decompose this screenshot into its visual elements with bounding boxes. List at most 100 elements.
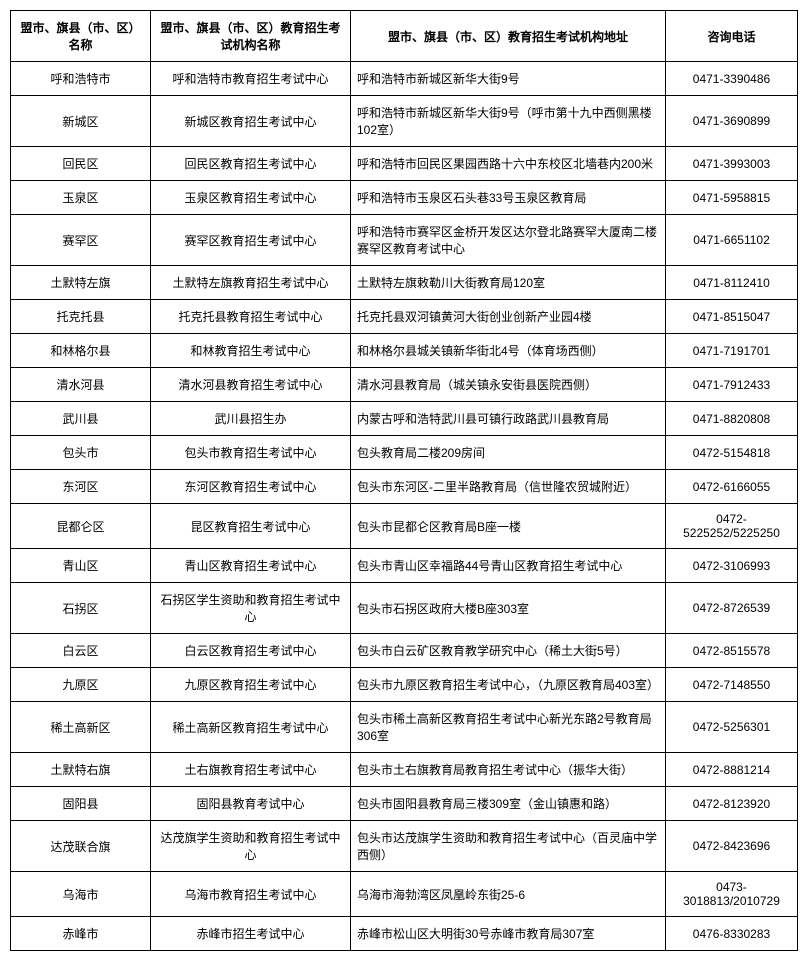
table-cell: 回民区 (11, 147, 151, 181)
table-cell: 0471-7912433 (666, 368, 798, 402)
table-row: 托克托县托克托县教育招生考试中心托克托县双河镇黄河大街创业创新产业园4楼0471… (11, 300, 798, 334)
table-cell: 0471-5958815 (666, 181, 798, 215)
table-row: 清水河县清水河县教育招生考试中心清水河县教育局（城关镇永安街县医院西侧）0471… (11, 368, 798, 402)
table-cell: 0472-5225252/5225250 (666, 504, 798, 549)
table-cell: 0472-3106993 (666, 549, 798, 583)
table-cell: 包头市稀土高新区教育招生考试中心新光东路2号教育局306室 (351, 702, 666, 753)
table-cell: 0472-8423696 (666, 821, 798, 872)
table-cell: 白云区 (11, 634, 151, 668)
col-header-phone: 咨询电话 (666, 11, 798, 62)
table-row: 赛罕区赛罕区教育招生考试中心呼和浩特市赛罕区金桥开发区达尔登北路赛罕大厦南二楼赛… (11, 215, 798, 266)
table-row: 东河区东河区教育招生考试中心包头市东河区-二里半路教育局（信世隆农贸城附近）04… (11, 470, 798, 504)
table-cell: 土默特左旗教育招生考试中心 (151, 266, 351, 300)
table-cell: 0472-5256301 (666, 702, 798, 753)
table-cell: 包头市土右旗教育局教育招生考试中心（振华大街） (351, 753, 666, 787)
table-row: 青山区青山区教育招生考试中心包头市青山区幸福路44号青山区教育招生考试中心047… (11, 549, 798, 583)
table-cell: 赛罕区教育招生考试中心 (151, 215, 351, 266)
table-cell: 0472-8726539 (666, 583, 798, 634)
table-cell: 内蒙古呼和浩特武川县可镇行政路武川县教育局 (351, 402, 666, 436)
table-cell: 和林教育招生考试中心 (151, 334, 351, 368)
table-cell: 0476-8330283 (666, 917, 798, 951)
table-cell: 呼和浩特市赛罕区金桥开发区达尔登北路赛罕大厦南二楼赛罕区教育考试中心 (351, 215, 666, 266)
table-cell: 包头市固阳县教育局三楼309室（金山镇惠和路） (351, 787, 666, 821)
table-row: 玉泉区玉泉区教育招生考试中心呼和浩特市玉泉区石头巷33号玉泉区教育局0471-5… (11, 181, 798, 215)
table-row: 新城区新城区教育招生考试中心呼和浩特市新城区新华大街9号（呼市第十九中西侧黑楼1… (11, 96, 798, 147)
table-row: 和林格尔县和林教育招生考试中心和林格尔县城关镇新华街北4号（体育场西侧）0471… (11, 334, 798, 368)
table-cell: 达茂联合旗 (11, 821, 151, 872)
table-row: 赤峰市赤峰市招生考试中心赤峰市松山区大明街30号赤峰市教育局307室0476-8… (11, 917, 798, 951)
table-cell: 呼和浩特市新城区新华大街9号（呼市第十九中西侧黑楼102室） (351, 96, 666, 147)
table-cell: 稀土高新区 (11, 702, 151, 753)
table-cell: 乌海市海勃湾区凤凰岭东街25-6 (351, 872, 666, 917)
table-cell: 包头市昆都仑区教育局B座一楼 (351, 504, 666, 549)
col-header-region: 盟市、旗县（市、区）名称 (11, 11, 151, 62)
table-row: 石拐区石拐区学生资助和教育招生考试中心包头市石拐区政府大楼B座303室0472-… (11, 583, 798, 634)
table-row: 包头市包头市教育招生考试中心包头教育局二楼209房间0472-5154818 (11, 436, 798, 470)
table-body: 呼和浩特市呼和浩特市教育招生考试中心呼和浩特市新城区新华大街9号0471-339… (11, 62, 798, 951)
table-cell: 0471-3690899 (666, 96, 798, 147)
table-cell: 托克托县教育招生考试中心 (151, 300, 351, 334)
table-row: 昆都仑区昆区教育招生考试中心包头市昆都仑区教育局B座一楼0472-5225252… (11, 504, 798, 549)
table-cell: 和林格尔县城关镇新华街北4号（体育场西侧） (351, 334, 666, 368)
table-cell: 呼和浩特市玉泉区石头巷33号玉泉区教育局 (351, 181, 666, 215)
table-cell: 0472-8123920 (666, 787, 798, 821)
table-cell: 昆都仑区 (11, 504, 151, 549)
table-row: 呼和浩特市呼和浩特市教育招生考试中心呼和浩特市新城区新华大街9号0471-339… (11, 62, 798, 96)
table-cell: 昆区教育招生考试中心 (151, 504, 351, 549)
table-cell: 固阳县 (11, 787, 151, 821)
table-cell: 0471-8820808 (666, 402, 798, 436)
table-cell: 包头市白云矿区教育教学研究中心（稀土大街5号） (351, 634, 666, 668)
table-row: 武川县武川县招生办内蒙古呼和浩特武川县可镇行政路武川县教育局0471-88208… (11, 402, 798, 436)
table-cell: 0472-8881214 (666, 753, 798, 787)
table-cell: 包头市青山区幸福路44号青山区教育招生考试中心 (351, 549, 666, 583)
table-cell: 包头教育局二楼209房间 (351, 436, 666, 470)
table-cell: 0471-8112410 (666, 266, 798, 300)
table-cell: 包头市达茂旗学生资助和教育招生考试中心（百灵庙中学西侧） (351, 821, 666, 872)
table-cell: 回民区教育招生考试中心 (151, 147, 351, 181)
table-row: 回民区回民区教育招生考试中心呼和浩特市回民区果园西路十六中东校区北墙巷内200米… (11, 147, 798, 181)
table-cell: 0472-5154818 (666, 436, 798, 470)
table-cell: 包头市九原区教育招生考试中心，（九原区教育局403室） (351, 668, 666, 702)
table-cell: 呼和浩特市回民区果园西路十六中东校区北墙巷内200米 (351, 147, 666, 181)
table-cell: 和林格尔县 (11, 334, 151, 368)
table-row: 稀土高新区稀土高新区教育招生考试中心包头市稀土高新区教育招生考试中心新光东路2号… (11, 702, 798, 753)
table-cell: 0471-7191701 (666, 334, 798, 368)
table-cell: 清水河县教育局（城关镇永安街县医院西侧） (351, 368, 666, 402)
table-cell: 土默特右旗 (11, 753, 151, 787)
table-cell: 赤峰市 (11, 917, 151, 951)
table-cell: 固阳县教育考试中心 (151, 787, 351, 821)
table-cell: 0473-3018813/2010729 (666, 872, 798, 917)
table-cell: 武川县招生办 (151, 402, 351, 436)
table-cell: 呼和浩特市新城区新华大街9号 (351, 62, 666, 96)
table-cell: 东河区 (11, 470, 151, 504)
table-row: 白云区白云区教育招生考试中心包头市白云矿区教育教学研究中心（稀土大街5号）047… (11, 634, 798, 668)
table-cell: 包头市教育招生考试中心 (151, 436, 351, 470)
table-cell: 稀土高新区教育招生考试中心 (151, 702, 351, 753)
table-cell: 石拐区学生资助和教育招生考试中心 (151, 583, 351, 634)
table-cell: 新城区教育招生考试中心 (151, 96, 351, 147)
table-cell: 托克托县双河镇黄河大街创业创新产业园4楼 (351, 300, 666, 334)
table-cell: 青山区 (11, 549, 151, 583)
table-cell: 青山区教育招生考试中心 (151, 549, 351, 583)
table-cell: 托克托县 (11, 300, 151, 334)
table-cell: 达茂旗学生资助和教育招生考试中心 (151, 821, 351, 872)
table-cell: 九原区 (11, 668, 151, 702)
table-cell: 包头市东河区-二里半路教育局（信世隆农贸城附近） (351, 470, 666, 504)
table-cell: 0471-8515047 (666, 300, 798, 334)
table-row: 达茂联合旗达茂旗学生资助和教育招生考试中心包头市达茂旗学生资助和教育招生考试中心… (11, 821, 798, 872)
col-header-address: 盟市、旗县（市、区）教育招生考试机构地址 (351, 11, 666, 62)
table-header-row: 盟市、旗县（市、区）名称 盟市、旗县（市、区）教育招生考试机构名称 盟市、旗县（… (11, 11, 798, 62)
table-row: 土默特右旗土右旗教育招生考试中心包头市土右旗教育局教育招生考试中心（振华大街）0… (11, 753, 798, 787)
table-row: 九原区九原区教育招生考试中心包头市九原区教育招生考试中心，（九原区教育局403室… (11, 668, 798, 702)
table-cell: 0472-6166055 (666, 470, 798, 504)
col-header-agency: 盟市、旗县（市、区）教育招生考试机构名称 (151, 11, 351, 62)
table-row: 乌海市乌海市教育招生考试中心乌海市海勃湾区凤凰岭东街25-60473-30188… (11, 872, 798, 917)
exam-agency-table: 盟市、旗县（市、区）名称 盟市、旗县（市、区）教育招生考试机构名称 盟市、旗县（… (10, 10, 798, 951)
table-cell: 赛罕区 (11, 215, 151, 266)
table-cell: 新城区 (11, 96, 151, 147)
table-cell: 乌海市教育招生考试中心 (151, 872, 351, 917)
table-cell: 0472-7148550 (666, 668, 798, 702)
table-cell: 土默特左旗 (11, 266, 151, 300)
table-cell: 清水河县 (11, 368, 151, 402)
table-cell: 0471-3993003 (666, 147, 798, 181)
